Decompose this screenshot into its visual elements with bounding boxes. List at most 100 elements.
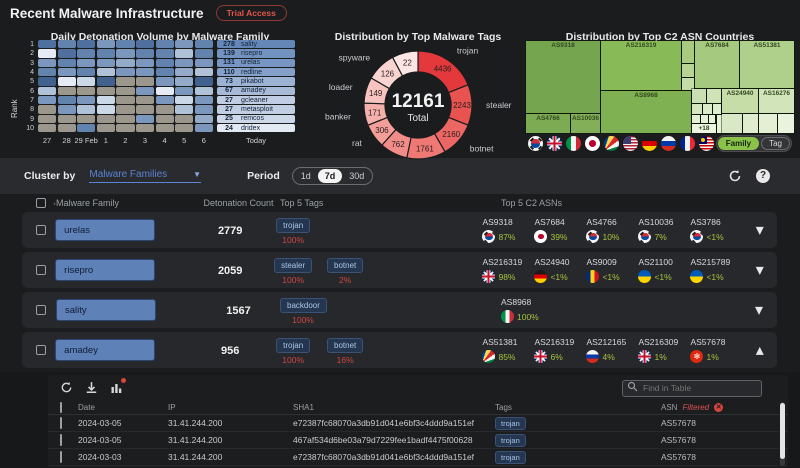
- toggle-family-button[interactable]: Family: [717, 137, 760, 150]
- asn-item-AS3786[interactable]: AS3786 <1%: [690, 217, 741, 243]
- download-icon[interactable]: [53, 198, 56, 209]
- heatmap-cell[interactable]: [136, 77, 155, 86]
- heatmap-today-cell[interactable]: 27 metasploit: [217, 105, 295, 114]
- heatmap-today-cell[interactable]: 139 risepro: [217, 49, 295, 58]
- asn-item-AS24940[interactable]: AS24940 <1%: [534, 257, 585, 283]
- treemap-chart[interactable]: AS9318 AS4766 AS10036 AS216319 AS8968 AS7684 A…: [525, 40, 795, 134]
- heatmap-cell[interactable]: [57, 68, 76, 77]
- heatmap-cell[interactable]: [136, 58, 155, 67]
- tag-pill-backdoor[interactable]: backdoor: [280, 298, 327, 313]
- heatmap-cell[interactable]: [96, 49, 115, 58]
- header-sha1[interactable]: SHA1: [293, 402, 314, 412]
- heatmap-cell[interactable]: [175, 105, 194, 114]
- find-in-table-input[interactable]: [622, 379, 762, 397]
- header-asn[interactable]: ASN: [661, 402, 678, 412]
- treemap-cell[interactable]: [681, 63, 695, 78]
- family-pill[interactable]: amadey: [55, 339, 156, 361]
- detail-scrollbar[interactable]: [780, 402, 785, 466]
- row-checkbox[interactable]: [36, 265, 46, 275]
- detail-row-checkbox[interactable]: [60, 417, 62, 429]
- heatmap-cell[interactable]: [116, 96, 135, 105]
- treemap-cell[interactable]: [691, 103, 703, 115]
- heatmap-cell[interactable]: [155, 58, 174, 67]
- treemap-cell[interactable]: [691, 114, 701, 124]
- asn-item-AS51381[interactable]: AS51381 85%: [482, 337, 533, 363]
- detail-download-icon[interactable]: [85, 381, 98, 394]
- family-pill[interactable]: sality: [56, 299, 156, 321]
- heatmap-cell[interactable]: [96, 96, 115, 105]
- heatmap-cell[interactable]: [116, 77, 135, 86]
- treemap-cell[interactable]: [758, 113, 778, 134]
- asn-item-AS216319[interactable]: AS216319 98%: [482, 257, 533, 283]
- heatmap-cell[interactable]: [38, 40, 57, 49]
- heatmap-cell[interactable]: [38, 49, 57, 58]
- table-row-risepro[interactable]: risepro 2059 stealer 100% botnet 2% AS216319 98…: [22, 252, 777, 288]
- heatmap-cell[interactable]: [136, 40, 155, 49]
- asn-item-AS212165[interactable]: AS212165 4%: [586, 337, 637, 363]
- row-checkbox[interactable]: [36, 305, 46, 315]
- select-all-checkbox[interactable]: [36, 198, 46, 208]
- header-ip[interactable]: IP: [168, 402, 176, 412]
- header-date[interactable]: Date: [78, 402, 95, 412]
- detail-table-row[interactable]: 2024-03-03 31.41.244.200 e72387fc68070a3db…: [48, 449, 788, 466]
- heatmap-cell[interactable]: [77, 124, 96, 133]
- table-row-sality[interactable]: sality 1567 backdoor 100% AS8968 100% ▾: [22, 292, 777, 328]
- period-button-1d[interactable]: 1d: [300, 171, 311, 181]
- heatmap-cell[interactable]: [77, 96, 96, 105]
- heatmap-cell[interactable]: [136, 124, 155, 133]
- tag-pill-trojan[interactable]: trojan: [495, 433, 526, 447]
- asn-item-AS216309[interactable]: AS216309 1%: [638, 337, 689, 363]
- heatmap-cell[interactable]: [175, 114, 194, 124]
- treemap-cell-AS4766[interactable]: AS4766: [525, 113, 571, 134]
- heatmap-cell[interactable]: [194, 49, 213, 58]
- heatmap-cell[interactable]: [38, 86, 57, 95]
- clear-filter-icon[interactable]: ✕: [714, 402, 724, 412]
- heatmap-cell[interactable]: [175, 124, 194, 133]
- heatmap-today-cell[interactable]: 27 gcleaner: [217, 96, 295, 105]
- treemap-cell[interactable]: [712, 103, 722, 115]
- heatmap-cell[interactable]: [175, 77, 194, 86]
- asn-item-AS9009[interactable]: AS9009 <1%: [586, 257, 637, 283]
- asn-item-AS9318[interactable]: AS9318 87%: [482, 217, 533, 243]
- heatmap-cell[interactable]: [77, 49, 96, 58]
- treemap-cell[interactable]: [706, 88, 722, 104]
- treemap-cell[interactable]: [681, 40, 695, 64]
- heatmap-today-cell[interactable]: 73 pikabot: [217, 77, 295, 86]
- heatmap-cell[interactable]: [116, 86, 135, 95]
- heatmap-cell[interactable]: [96, 58, 115, 67]
- header-top5-asns[interactable]: Top 5 C2 ASNs: [501, 198, 563, 208]
- heatmap-cell[interactable]: [77, 77, 96, 86]
- heatmap-today-cell[interactable]: 24 dridex: [217, 124, 295, 133]
- detail-refresh-icon[interactable]: [60, 381, 73, 394]
- heatmap-cell[interactable]: [194, 68, 213, 77]
- heatmap-cell[interactable]: [116, 105, 135, 114]
- heatmap-cell[interactable]: [155, 86, 174, 95]
- asn-item-AS8968[interactable]: AS8968 100%: [501, 297, 552, 323]
- heatmap-cell[interactable]: [136, 86, 155, 95]
- trial-access-badge[interactable]: Trial Access: [215, 5, 287, 21]
- tag-pill-trojan[interactable]: trojan: [276, 338, 311, 353]
- heatmap-cell[interactable]: [136, 105, 155, 114]
- heatmap-cell[interactable]: [194, 124, 213, 133]
- asn-item-AS216319[interactable]: AS216319 6%: [534, 337, 585, 363]
- heatmap-cell[interactable]: [175, 96, 194, 105]
- header-detonation-count[interactable]: Detonation Count: [203, 198, 274, 208]
- heatmap-cell[interactable]: [96, 68, 115, 77]
- heatmap-cell[interactable]: [96, 114, 115, 124]
- detail-filter-chart-icon[interactable]: [110, 377, 127, 394]
- heatmap-cell[interactable]: [116, 114, 135, 124]
- heatmap-cell[interactable]: [155, 49, 174, 58]
- heatmap-cell[interactable]: [155, 68, 174, 77]
- asn-item-AS57678[interactable]: AS57678 ✻ 1%: [690, 337, 741, 363]
- expand-chevron-icon[interactable]: ▾: [755, 222, 764, 239]
- heatmap-cell[interactable]: [136, 114, 155, 124]
- treemap-cell-AS10036[interactable]: AS10036: [570, 113, 601, 134]
- toggle-tag-button[interactable]: Tag: [761, 137, 790, 150]
- expand-chevron-icon[interactable]: ▾: [755, 262, 764, 279]
- heatmap-cell[interactable]: [77, 86, 96, 95]
- heatmap-cell[interactable]: [116, 49, 135, 58]
- heatmap-cell[interactable]: [96, 77, 115, 86]
- heatmap-cell[interactable]: [57, 40, 76, 49]
- heatmap-cell[interactable]: [38, 114, 57, 124]
